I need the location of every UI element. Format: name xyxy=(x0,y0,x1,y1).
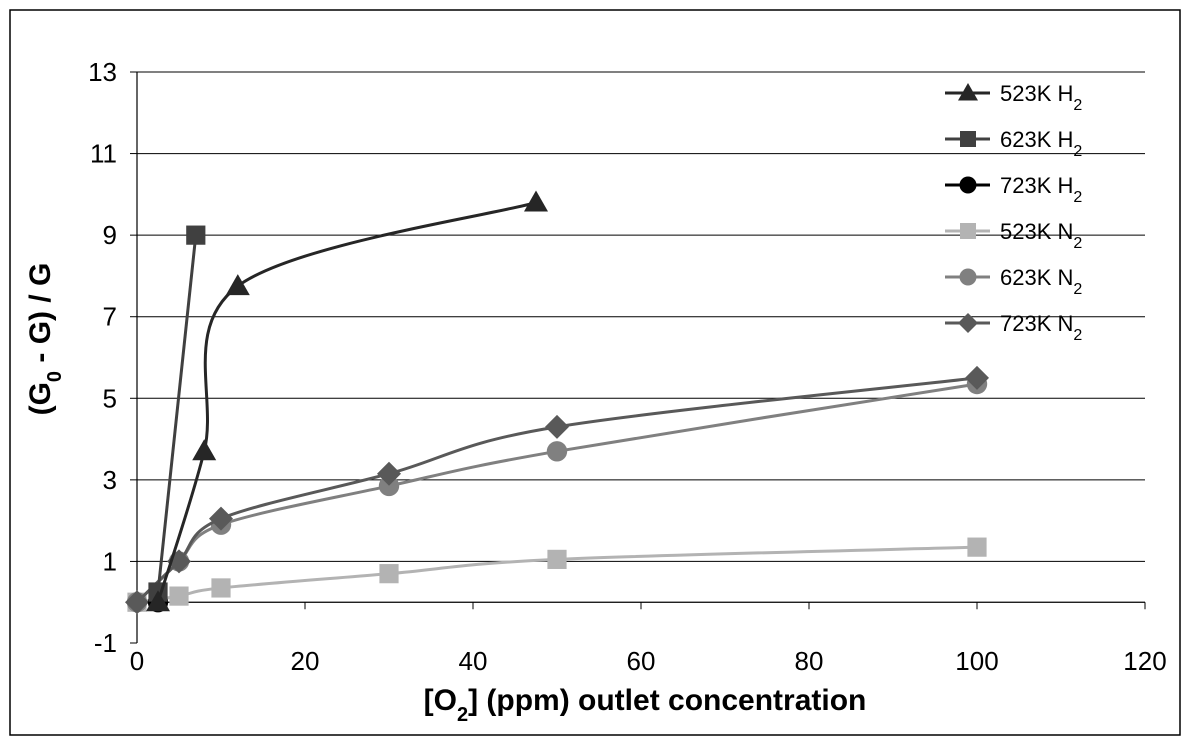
series-5-point-5 xyxy=(965,365,989,390)
legend-label-main-0: 523K H xyxy=(1000,81,1073,106)
x-tick-labels: 0 20 40 60 80 100 120 xyxy=(130,646,1167,676)
x-axis-title: [O2] (ppm) outlet concentration xyxy=(424,684,867,726)
legend-entry-4: 623K N2 xyxy=(945,265,1082,298)
y-axis-title: (G0 - G) / G xyxy=(24,263,66,416)
series-group xyxy=(125,190,989,615)
legend-label-sub-5: 2 xyxy=(1073,327,1082,344)
y-tick-label-4: 7 xyxy=(103,302,117,332)
series-3-point-3 xyxy=(379,564,399,584)
chart-frame xyxy=(9,9,1181,736)
legend-label-sub-4: 2 xyxy=(1073,281,1082,298)
series-1-line xyxy=(156,234,198,593)
legend-marker-3 xyxy=(960,223,976,239)
legend-entry-3: 523K N2 xyxy=(945,219,1082,252)
y-tick-label-1: 1 xyxy=(103,546,117,576)
y-tick-label-0: -1 xyxy=(94,628,117,658)
x-axis-title-part-0: [O xyxy=(424,684,457,717)
legend-entry-5: 723K N2 xyxy=(945,311,1082,344)
legend-entry-1: 623K H2 xyxy=(945,127,1082,160)
series-5-point-4 xyxy=(545,414,569,439)
legend-label-main-2: 723K H xyxy=(1000,173,1073,198)
legend-entry-2: 723K H2 xyxy=(945,173,1082,206)
legend-label-3: 523K N2 xyxy=(1000,219,1082,252)
legend-label-sub-3: 2 xyxy=(1073,235,1082,252)
series-1-point-1 xyxy=(186,225,206,245)
series-5 xyxy=(125,365,989,615)
legend-marker-0 xyxy=(958,83,978,101)
y-axis-title-part-0: (G xyxy=(24,382,57,415)
series-3-point-4 xyxy=(547,549,567,569)
series-0-point-1 xyxy=(192,439,217,461)
x-axis-title-part-2: ] (ppm) outlet concentration xyxy=(468,684,866,717)
series-0-line xyxy=(156,201,537,603)
legend-marker-4 xyxy=(959,268,977,286)
y-tick-label-3: 5 xyxy=(103,383,117,413)
legend-label-0: 523K H2 xyxy=(1000,81,1082,114)
y-axis-title-part-1: 0 xyxy=(44,371,66,382)
y-tick-label-5: 9 xyxy=(103,220,117,250)
series-3-point-2 xyxy=(211,578,231,598)
series-4-point-3 xyxy=(378,475,400,497)
series-0-point-3 xyxy=(524,190,548,212)
x-tick-label-1: 20 xyxy=(291,646,320,676)
legend-marker-5 xyxy=(958,313,978,333)
series-5-point-0 xyxy=(125,590,149,615)
x-tick-label-5: 100 xyxy=(955,646,998,676)
series-3-point-5 xyxy=(967,537,987,557)
x-tick-label-0: 0 xyxy=(130,646,144,676)
legend-label-main-4: 623K N xyxy=(1000,265,1073,290)
y-axis-title-part-2: - G) / G xyxy=(24,263,57,371)
series-4-point-4 xyxy=(546,441,568,462)
legend-entry-0: 523K H2 xyxy=(945,81,1082,114)
legend-label-2: 723K H2 xyxy=(1000,173,1082,206)
x-tick-label-4: 80 xyxy=(795,646,824,676)
legend-label-sub-2: 2 xyxy=(1073,189,1082,206)
y-tick-label-2: 3 xyxy=(103,465,117,495)
x-tick-label-6: 120 xyxy=(1123,646,1166,676)
y-tick-label-7: 13 xyxy=(88,57,117,87)
legend-label-main-1: 623K H xyxy=(1000,127,1073,152)
legend-marker-1 xyxy=(960,131,976,147)
x-axis-title-part-1: 2 xyxy=(457,704,468,726)
x-tick-label-2: 40 xyxy=(459,646,488,676)
legend-label-main-3: 523K N xyxy=(1000,219,1073,244)
series-5-point-3 xyxy=(377,461,401,486)
legend-label-1: 623K H2 xyxy=(1000,127,1082,160)
legend-label-4: 623K N2 xyxy=(1000,265,1082,298)
y-tick-label-6: 11 xyxy=(90,139,117,169)
gridlines xyxy=(130,71,1145,644)
legend-label-sub-1: 2 xyxy=(1073,143,1082,160)
legend-label-main-5: 723K N xyxy=(1000,311,1073,336)
x-tick-label-3: 60 xyxy=(627,646,656,676)
series-0-point-2 xyxy=(225,274,250,296)
series-5-point-2 xyxy=(209,506,233,531)
legend-label-sub-0: 2 xyxy=(1073,97,1082,114)
series-0-point-0 xyxy=(146,590,170,612)
legend-marker-2 xyxy=(959,176,977,194)
series-3-point-1 xyxy=(169,586,189,606)
series-0 xyxy=(146,190,548,612)
legend-label-5: 723K N2 xyxy=(1000,311,1082,344)
